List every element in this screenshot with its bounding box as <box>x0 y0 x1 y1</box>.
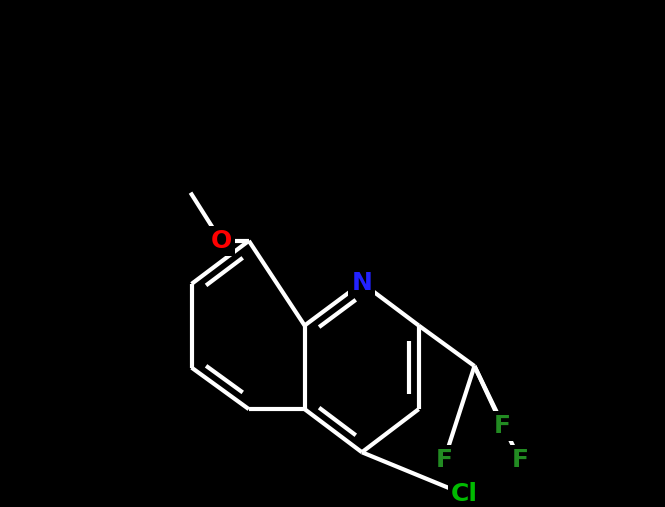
Text: F: F <box>511 448 529 473</box>
Text: N: N <box>352 271 372 295</box>
Text: Cl: Cl <box>451 482 478 506</box>
Text: F: F <box>494 414 511 438</box>
Text: F: F <box>436 448 453 473</box>
Text: O: O <box>210 229 231 253</box>
